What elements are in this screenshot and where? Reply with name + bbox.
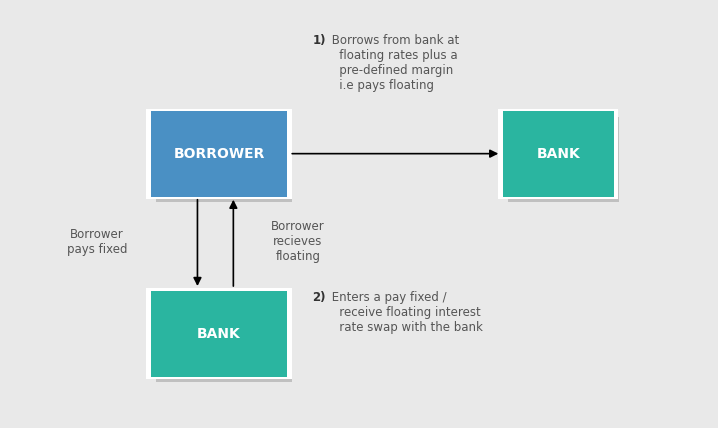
FancyBboxPatch shape (156, 117, 292, 202)
Text: Borrower
pays fixed: Borrower pays fixed (67, 228, 127, 256)
FancyBboxPatch shape (146, 109, 292, 199)
FancyBboxPatch shape (151, 291, 287, 377)
FancyBboxPatch shape (498, 109, 618, 199)
Text: BANK: BANK (536, 147, 580, 161)
FancyBboxPatch shape (146, 288, 292, 379)
Text: Enters a pay fixed /
   receive floating interest
   rate swap with the bank: Enters a pay fixed / receive floating in… (328, 291, 483, 334)
Text: BORROWER: BORROWER (173, 147, 265, 161)
FancyBboxPatch shape (151, 111, 287, 197)
Text: BANK: BANK (197, 327, 241, 341)
FancyBboxPatch shape (503, 111, 614, 197)
Text: Borrower
recieves
floating: Borrower recieves floating (271, 220, 325, 263)
Text: 1): 1) (312, 34, 326, 47)
FancyBboxPatch shape (508, 117, 619, 202)
Text: 2): 2) (312, 291, 326, 304)
Text: Borrows from bank at
   floating rates plus a
   pre-defined margin
   i.e pays : Borrows from bank at floating rates plus… (328, 34, 460, 92)
FancyBboxPatch shape (156, 297, 292, 382)
